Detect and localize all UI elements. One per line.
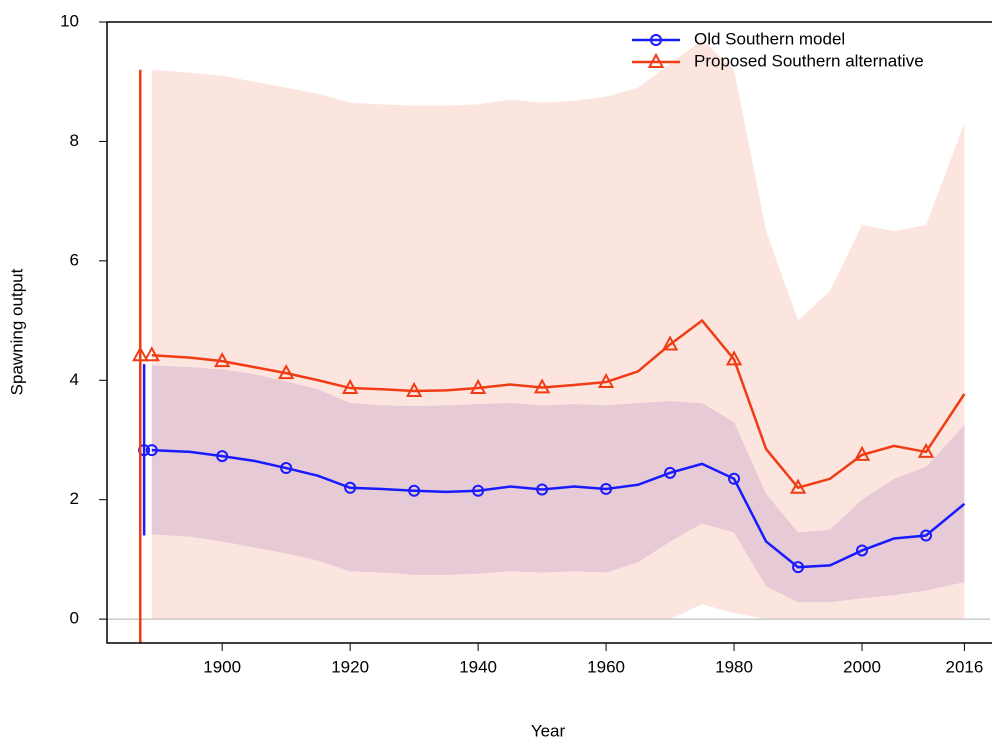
- legend-label: Proposed Southern alternative: [694, 51, 924, 70]
- marker: [856, 544, 869, 557]
- marker: [472, 484, 485, 497]
- marker: [216, 450, 229, 463]
- marker: [280, 462, 293, 475]
- marker: [597, 372, 615, 389]
- y-tick-label: 8: [70, 131, 79, 150]
- marker: [143, 346, 160, 362]
- marker: [341, 378, 359, 395]
- y-tick-label: 6: [70, 250, 79, 269]
- marker: [725, 350, 743, 366]
- x-tick-label: 1960: [587, 657, 625, 676]
- marker: [344, 481, 357, 494]
- y-tick-label: 4: [70, 370, 79, 389]
- marker: [661, 335, 679, 351]
- marker: [132, 346, 149, 362]
- marker: [536, 483, 549, 496]
- marker: [405, 381, 423, 398]
- marker: [917, 442, 935, 458]
- x-tick-label: 1980: [715, 657, 753, 676]
- y-axis-label: Spawning output: [7, 268, 26, 395]
- x-tick-label: 1920: [331, 657, 369, 676]
- y-tick-label: 2: [70, 489, 79, 508]
- y-tick-label: 0: [70, 609, 79, 628]
- marker: [213, 352, 231, 368]
- marker: [469, 378, 487, 395]
- plot-frame: [106, 21, 992, 644]
- marker: [728, 472, 741, 485]
- marker: [792, 561, 805, 574]
- marker: [408, 484, 421, 497]
- legend-label: Old Southern model: [694, 29, 845, 48]
- marker: [789, 478, 807, 494]
- marker: [650, 34, 662, 46]
- x-axis-label: Year: [531, 721, 566, 740]
- x-tick-label: 2016: [945, 657, 983, 676]
- x-tick-label: 1940: [459, 657, 497, 676]
- marker: [600, 482, 613, 495]
- marker: [277, 364, 295, 380]
- x-tick-label: 1900: [203, 657, 241, 676]
- marker: [664, 466, 677, 479]
- marker: [647, 52, 665, 68]
- marker: [533, 378, 551, 394]
- confidence-band: [151, 365, 965, 603]
- x-tick-label: 2000: [843, 657, 881, 676]
- marker: [145, 444, 158, 457]
- marker: [853, 445, 871, 461]
- y-tick-label: 10: [60, 11, 79, 30]
- confidence-band: [151, 39, 965, 620]
- marker: [920, 529, 933, 542]
